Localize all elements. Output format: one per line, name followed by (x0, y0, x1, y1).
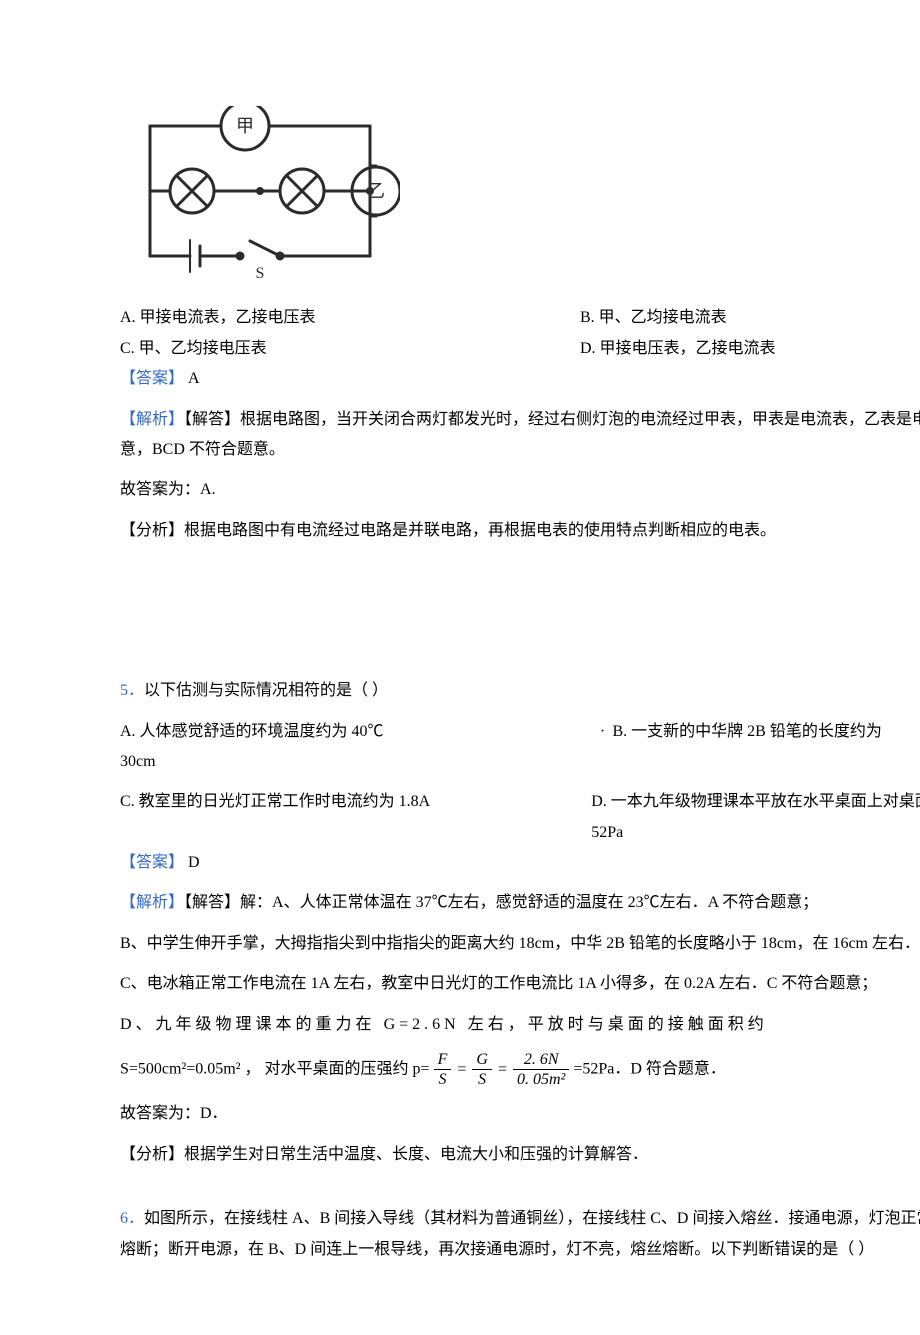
q5-fenxi: 【分析】根据学生对日常生活中温度、长度、电流大小和压强的计算解答． (120, 1140, 920, 1170)
q4-ana-body: 【解答】根据电路图，当开关闭合两灯都发光时，经过右侧灯泡的电流经过甲表，甲表是电… (120, 411, 920, 458)
q5-optB: B. 一支新的中华牌 2B 铅笔的长度约为 (613, 717, 920, 747)
eq-G: G (472, 1050, 492, 1070)
q5-jd-tail: =52Pa．D 符合题意． (573, 1060, 726, 1077)
q4-ana-final: 故答案为：A. (120, 475, 920, 505)
q5-jd-line1: D、九年级物理课本的重力在 G=2.6N 左右，平放时与桌面的接触面积约 (120, 1010, 920, 1040)
q4-optB: B. 甲、乙均接电流表 (580, 303, 920, 333)
q5-row-ab: A. 人体感觉舒适的环境温度约为 40℃ · B. 一支新的中华牌 2B 铅笔的… (120, 717, 920, 747)
q5-stem: 以下估测与实际情况相符的是（ ） (144, 682, 388, 699)
q5-jd-mid: 左右，平放时与桌面的接触面积约 (468, 1016, 768, 1033)
analysis-label: 【解析】 (120, 411, 184, 428)
q5-jd-line2: S=500cm²=0.05m² ， 对水平桌面的压强约 p= FS = GS =… (120, 1050, 920, 1089)
svg-text:甲: 甲 (236, 116, 254, 136)
q5-ja: 【解析】【解答】解：A、人体正常体温在 37℃左右，感觉舒适的温度在 23℃左右… (120, 888, 920, 918)
answer-label: 【答案】 (120, 854, 184, 871)
eq-005m2: 0. 05m² (513, 1070, 569, 1089)
q5-stem-line: 5．以下估测与实际情况相符的是（ ） (120, 676, 920, 706)
bullet-icon: · (593, 717, 613, 747)
q5-ana-final: 故答案为：D． (120, 1099, 920, 1129)
q5-row-cd: C. 教室里的日光灯正常工作时电流约为 1.8A D. 一本九年级物理课本平放在… (120, 787, 920, 848)
q5-jc: C、电冰箱正常工作电流在 1A 左右，教室中日光灯的工作电流比 1A 小得多，在… (120, 969, 920, 999)
q5-jd-g: G=2.6N (384, 1016, 460, 1033)
eq-26N: 2. 6N (513, 1050, 569, 1070)
q5-optD: D. 一本九年级物理课本平放在水平桌面上对桌面的压强大约是 52Pa (591, 787, 920, 848)
q5-ja-body: 【解答】解：A、人体正常体温在 37℃左右，感觉舒适的温度在 23℃左右．A 不… (184, 894, 818, 911)
q6-stem: 6．如图所示，在接线柱 A、B 间接入导线（其材料为普通铜丝），在接线柱 C、D… (120, 1204, 920, 1265)
q4-answer: 【答案】 A (120, 364, 920, 394)
q5-optB-tail: 30cm (120, 747, 920, 777)
svg-text:乙: 乙 (367, 181, 385, 201)
q5-jb: B、中学生伸开手掌，大拇指指尖到中指指尖的距离大约 18cm，中华 2B 铅笔的… (120, 929, 920, 959)
eq-S: S (434, 1070, 452, 1089)
svg-text:S: S (256, 265, 265, 282)
q6-body: 如图所示，在接线柱 A、B 间接入导线（其材料为普通铜丝），在接线柱 C、D 间… (120, 1210, 920, 1257)
q5-answer-val: D (188, 854, 200, 871)
eq-S2: S (472, 1070, 492, 1089)
fraction-eq: FS = GS = 2. 6N0. 05m² (434, 1050, 570, 1089)
q4-options-row2: C. 甲、乙均接电压表 D. 甲接电压表，乙接电流表 (120, 334, 920, 364)
circuit-diagram: 甲 乙 S (120, 106, 920, 297)
q5-optA: A. 人体感觉舒适的环境温度约为 40℃ (120, 717, 593, 747)
analysis-label: 【解析】 (120, 894, 184, 911)
q4-optA: A. 甲接电流表，乙接电压表 (120, 303, 580, 333)
q4-optC: C. 甲、乙均接电压表 (120, 334, 580, 364)
eq-F: F (434, 1050, 452, 1070)
q4-options-row1: A. 甲接电流表，乙接电压表 B. 甲、乙均接电流表 (120, 303, 920, 333)
q5-optC: C. 教室里的日光灯正常工作时电流约为 1.8A (120, 787, 591, 848)
q4-fenxi: 【分析】根据电路图中有电流经过电路是并联电路，再根据电表的使用特点判断相应的电表… (120, 516, 920, 546)
q6-num: 6． (120, 1210, 144, 1227)
q4-answer-val: A (188, 370, 200, 387)
q5-num: 5． (120, 682, 144, 699)
q5-jd-pref: D、九年级物理课本的重力在 (120, 1016, 376, 1033)
q5-answer: 【答案】 D (120, 848, 920, 878)
answer-label: 【答案】 (120, 370, 184, 387)
q4-optD: D. 甲接电压表，乙接电流表 (580, 334, 920, 364)
q4-analysis: 【解析】【解答】根据电路图，当开关闭合两灯都发光时，经过右侧灯泡的电流经过甲表，… (120, 405, 920, 466)
q5-jd-s: S=500cm²=0.05m² ， 对水平桌面的压强约 p= (120, 1060, 430, 1077)
